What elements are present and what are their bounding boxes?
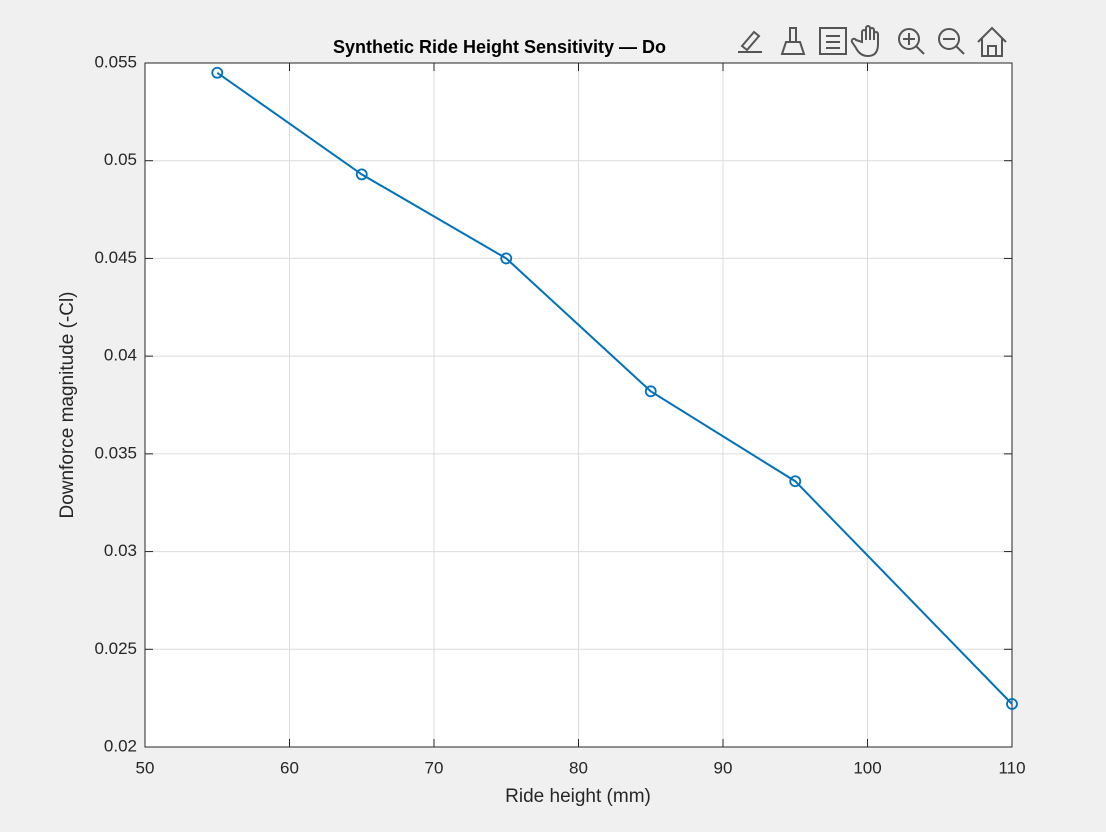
- y-tick-label: 0.03: [104, 541, 137, 560]
- zoom-out-button[interactable]: [938, 28, 965, 55]
- y-tick-label: 0.045: [94, 248, 137, 267]
- x-tick-label: 110: [998, 758, 1025, 777]
- data-point: [211, 66, 224, 79]
- y-axis-label: Downforce magnitude (-Cl): [57, 291, 78, 518]
- data-point: [1006, 698, 1018, 710]
- y-tick-label: 0.04: [104, 346, 137, 365]
- export-button[interactable]: [738, 30, 762, 53]
- brush-button[interactable]: [780, 27, 806, 55]
- home-button[interactable]: [977, 26, 1007, 57]
- data-point: [500, 252, 513, 265]
- data-tips-button[interactable]: [819, 27, 847, 55]
- data-point: [355, 168, 368, 181]
- x-tick-label: 50: [136, 758, 155, 777]
- y-tick-label: 0.05: [104, 150, 137, 169]
- chart-title: Synthetic Ride Height Sensitivity — Do: [333, 37, 666, 57]
- x-tick-label: 90: [714, 758, 733, 777]
- y-tick-label: 0.055: [94, 52, 137, 71]
- x-axis-label: Ride height (mm): [505, 786, 651, 807]
- x-tick-label: 60: [280, 758, 299, 777]
- series-line: [216, 71, 1013, 705]
- zoom-in-button[interactable]: [898, 28, 925, 55]
- y-tick-label: 0.035: [94, 443, 137, 462]
- x-tick-label: 100: [853, 758, 881, 777]
- y-tick-label: 0.025: [94, 639, 137, 658]
- pan-button[interactable]: [850, 25, 879, 58]
- y-tick-label: 0.02: [104, 736, 137, 755]
- series: [211, 66, 1018, 710]
- data-point: [644, 385, 657, 398]
- toolbar: [732, 22, 1014, 60]
- x-tick-label: 70: [425, 758, 444, 777]
- data-point: [789, 475, 802, 488]
- x-tick-label: 80: [569, 758, 588, 777]
